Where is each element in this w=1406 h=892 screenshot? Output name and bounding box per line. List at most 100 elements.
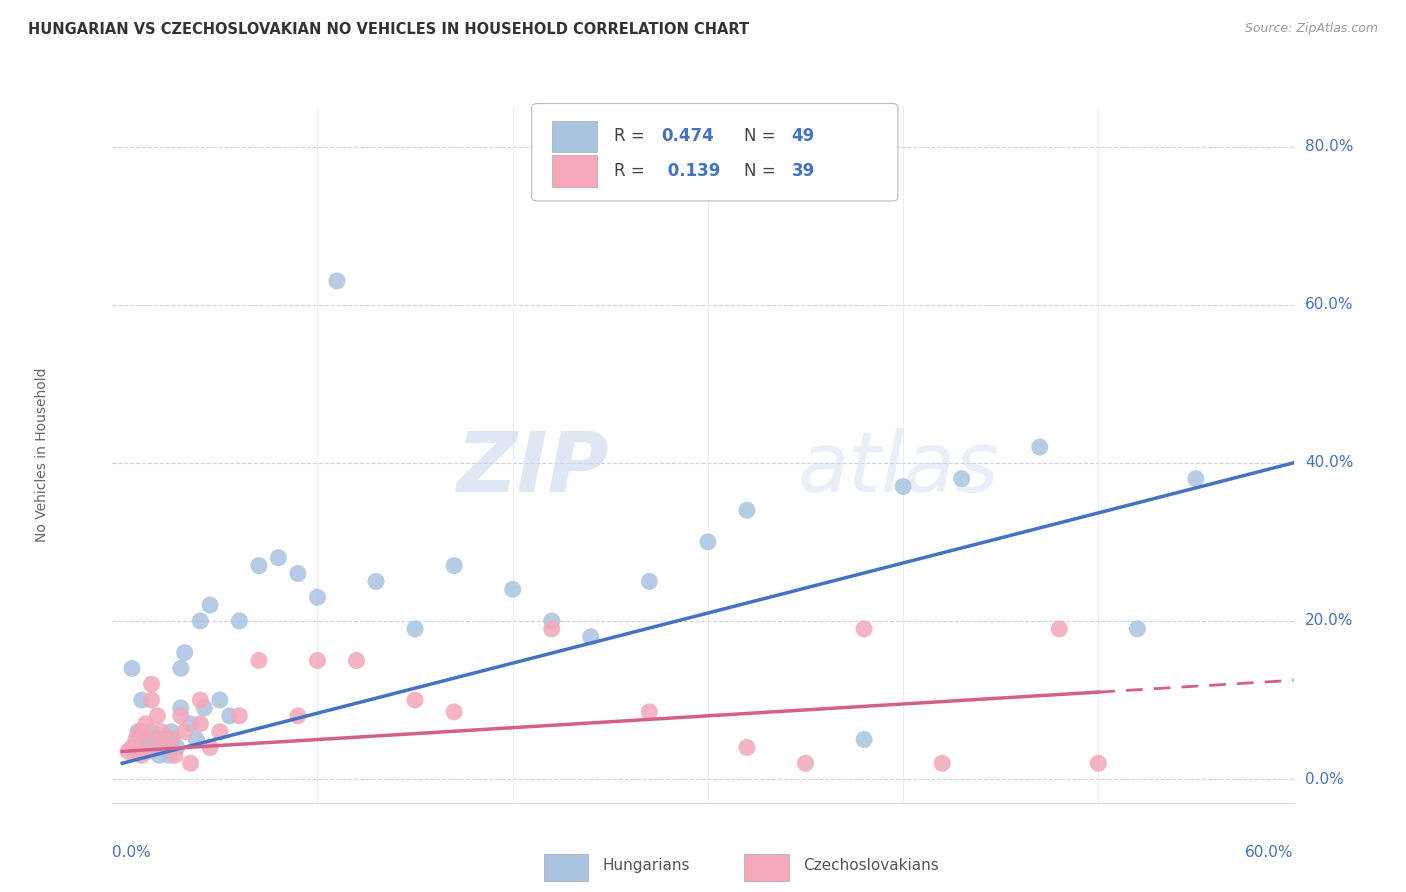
Text: Hungarians: Hungarians <box>603 858 690 873</box>
FancyBboxPatch shape <box>551 120 596 152</box>
Text: 0.0%: 0.0% <box>112 845 152 860</box>
Text: HUNGARIAN VS CZECHOSLOVAKIAN NO VEHICLES IN HOUSEHOLD CORRELATION CHART: HUNGARIAN VS CZECHOSLOVAKIAN NO VEHICLES… <box>28 22 749 37</box>
Point <box>150 724 173 739</box>
Point <box>1126 622 1149 636</box>
Point <box>853 622 876 636</box>
Point <box>162 732 184 747</box>
Point <box>307 653 329 667</box>
Point <box>156 740 179 755</box>
Point <box>638 574 661 589</box>
Point <box>1047 622 1070 636</box>
Point <box>364 574 387 589</box>
Point <box>208 724 231 739</box>
Point <box>228 708 250 723</box>
Point <box>173 724 195 739</box>
Point <box>218 708 240 723</box>
Point <box>931 756 953 771</box>
Text: 80.0%: 80.0% <box>1305 139 1354 154</box>
Text: 39: 39 <box>792 162 815 180</box>
Point <box>346 653 368 667</box>
Point <box>136 740 159 755</box>
Point <box>135 716 157 731</box>
Point <box>153 740 176 755</box>
Point <box>1185 472 1208 486</box>
Point <box>150 740 173 755</box>
Point <box>404 693 426 707</box>
Point <box>145 732 167 747</box>
Point <box>502 582 524 597</box>
Point <box>125 732 148 747</box>
Point <box>153 732 176 747</box>
Point <box>121 661 143 675</box>
Point <box>287 566 309 581</box>
Text: 49: 49 <box>792 128 815 145</box>
FancyBboxPatch shape <box>744 855 789 880</box>
Point <box>150 732 173 747</box>
Text: Source: ZipAtlas.com: Source: ZipAtlas.com <box>1244 22 1378 36</box>
FancyBboxPatch shape <box>551 155 596 186</box>
Point <box>127 744 149 758</box>
Text: N =: N = <box>744 162 782 180</box>
Point <box>735 503 758 517</box>
Point <box>188 614 211 628</box>
Point <box>186 732 208 747</box>
Text: 60.0%: 60.0% <box>1305 297 1354 312</box>
Point <box>443 705 465 719</box>
Point <box>146 708 169 723</box>
Text: 0.474: 0.474 <box>662 128 714 145</box>
Point <box>141 677 163 691</box>
Point <box>198 598 221 612</box>
Point <box>198 740 221 755</box>
Point <box>141 724 163 739</box>
Point <box>1087 756 1109 771</box>
Text: ZIP: ZIP <box>456 428 609 509</box>
Point <box>950 472 973 486</box>
Point <box>170 701 193 715</box>
Point <box>193 701 215 715</box>
Text: No Vehicles in Household: No Vehicles in Household <box>35 368 49 542</box>
Point <box>117 744 139 758</box>
Text: R =: R = <box>614 162 651 180</box>
Point <box>160 724 183 739</box>
Point <box>136 744 159 758</box>
Text: R =: R = <box>614 128 651 145</box>
FancyBboxPatch shape <box>531 103 898 201</box>
Point <box>443 558 465 573</box>
Point <box>307 591 329 605</box>
Point <box>170 661 193 675</box>
Text: 0.139: 0.139 <box>662 162 720 180</box>
Point <box>131 748 153 763</box>
Point <box>166 740 188 755</box>
Point <box>404 622 426 636</box>
Point <box>180 716 202 731</box>
Text: 20.0%: 20.0% <box>1305 614 1354 629</box>
Point <box>157 748 180 763</box>
Point <box>141 693 163 707</box>
Text: 0.0%: 0.0% <box>1305 772 1344 787</box>
Point <box>131 693 153 707</box>
Point <box>247 558 270 573</box>
Point <box>160 732 183 747</box>
Point <box>735 740 758 755</box>
Point <box>891 479 914 493</box>
Point <box>267 550 290 565</box>
Point <box>148 748 170 763</box>
Point <box>540 622 562 636</box>
Text: Czechoslovakians: Czechoslovakians <box>803 858 939 873</box>
Text: atlas: atlas <box>797 428 1000 509</box>
Point <box>121 740 143 755</box>
Point <box>146 732 169 747</box>
Point <box>1029 440 1052 454</box>
Point <box>638 705 661 719</box>
Point <box>794 756 817 771</box>
Text: 60.0%: 60.0% <box>1246 845 1294 860</box>
Point <box>696 534 718 549</box>
Point <box>188 716 211 731</box>
Point <box>579 630 602 644</box>
Point <box>135 732 157 747</box>
Point <box>540 614 562 628</box>
Point <box>208 693 231 707</box>
Point <box>853 732 876 747</box>
Point <box>287 708 309 723</box>
Point <box>145 740 167 755</box>
